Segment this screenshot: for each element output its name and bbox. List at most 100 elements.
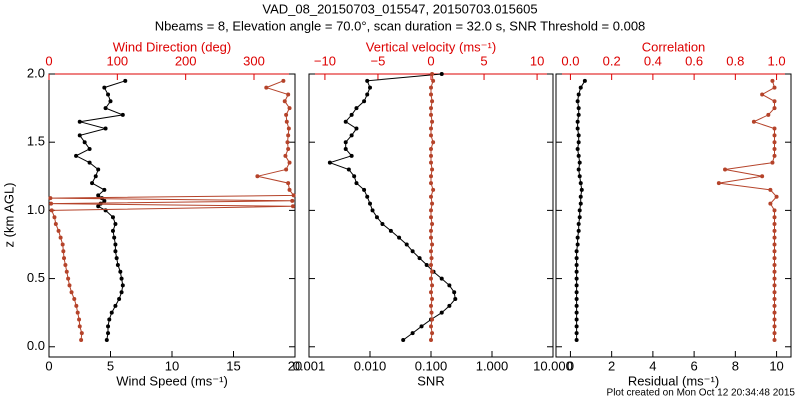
x2-tick-label: 0.8 <box>726 53 744 68</box>
data-point <box>578 194 583 199</box>
data-point <box>429 249 433 254</box>
data-point <box>577 215 582 220</box>
data-point <box>772 276 777 281</box>
data-point <box>772 324 777 329</box>
data-point <box>772 262 777 267</box>
data-point <box>63 262 68 267</box>
data-point <box>429 276 433 281</box>
data-point <box>365 194 370 199</box>
data-point <box>574 331 579 336</box>
data-point <box>430 201 435 206</box>
data-point <box>87 147 92 152</box>
x2-tick-label: −5 <box>371 53 386 68</box>
data-point <box>576 153 581 158</box>
x2-tick-label: 200 <box>175 53 197 68</box>
series-line <box>328 73 456 341</box>
x-tick-label: 4 <box>649 358 656 373</box>
data-point <box>578 181 583 186</box>
data-point <box>770 78 775 83</box>
data-point <box>574 290 579 295</box>
data-point <box>286 92 291 97</box>
series-line <box>430 73 434 341</box>
data-point <box>77 324 82 329</box>
data-point <box>98 201 103 206</box>
x2-tick-label: 300 <box>243 53 265 68</box>
data-point <box>770 160 775 165</box>
data-point <box>77 133 82 138</box>
data-point <box>106 324 111 329</box>
data-point <box>113 303 118 308</box>
data-point <box>439 310 444 315</box>
data-point <box>576 112 581 117</box>
data-point <box>429 215 433 220</box>
data-point <box>429 194 433 199</box>
data-point <box>99 196 104 201</box>
data-point <box>429 262 433 267</box>
data-point <box>287 160 292 165</box>
data-point <box>120 283 125 288</box>
data-point <box>96 193 101 198</box>
x-tick-label: 10 <box>769 358 783 373</box>
data-point <box>77 119 82 124</box>
data-point <box>286 133 291 138</box>
data-point <box>574 337 579 342</box>
x2-tick-label: 0.0 <box>561 53 579 68</box>
series-line <box>74 80 126 341</box>
data-point <box>578 201 583 206</box>
data-point <box>577 174 582 179</box>
data-point <box>79 331 84 336</box>
data-point <box>282 99 287 104</box>
data-point <box>772 249 777 254</box>
data-point <box>429 112 433 117</box>
data-point <box>52 215 57 220</box>
data-point <box>107 317 112 322</box>
x-tick-label: 20 <box>288 358 302 373</box>
data-point <box>574 310 579 315</box>
data-point <box>113 222 118 227</box>
x2-axis-label: Correlation <box>642 39 706 54</box>
data-point <box>380 222 385 227</box>
data-point <box>77 317 82 322</box>
data-point <box>53 222 58 227</box>
x2-tick-label: −10 <box>314 53 336 68</box>
data-point <box>772 303 777 308</box>
x2-tick-label: 5 <box>480 53 487 68</box>
data-point <box>772 331 777 336</box>
data-point <box>429 235 433 240</box>
data-point <box>343 119 348 124</box>
data-point <box>362 99 367 104</box>
data-point <box>453 297 458 302</box>
data-point <box>264 85 269 90</box>
data-point <box>772 290 777 295</box>
data-point <box>96 204 101 209</box>
data-point <box>575 235 580 240</box>
data-point <box>430 269 435 274</box>
data-point <box>430 119 435 124</box>
data-point <box>114 256 119 261</box>
x2-tick-label: 0.2 <box>603 53 621 68</box>
x-tick-label: 10 <box>165 358 179 373</box>
y-axis-label: z (km AGL) <box>1 182 16 247</box>
data-point <box>429 303 433 308</box>
data-point <box>343 140 348 145</box>
data-point <box>82 140 87 145</box>
data-point <box>772 133 777 138</box>
data-point <box>576 133 581 138</box>
data-point <box>48 196 53 201</box>
data-point <box>582 78 587 83</box>
data-point <box>772 297 777 302</box>
data-point <box>286 147 291 152</box>
data-point <box>431 187 436 192</box>
data-point <box>104 337 109 342</box>
x2-axis-label: Wind Direction (deg) <box>113 39 232 54</box>
x-axis-label: Wind Speed (ms⁻¹) <box>116 373 228 388</box>
data-point <box>429 337 433 342</box>
data-point <box>352 174 357 179</box>
x-tick-label: 8 <box>732 358 739 373</box>
data-point <box>112 235 117 240</box>
x-tick-label: 15 <box>226 358 240 373</box>
data-point <box>575 242 580 247</box>
data-point <box>772 126 777 131</box>
data-point <box>75 310 80 315</box>
data-point <box>766 112 771 117</box>
